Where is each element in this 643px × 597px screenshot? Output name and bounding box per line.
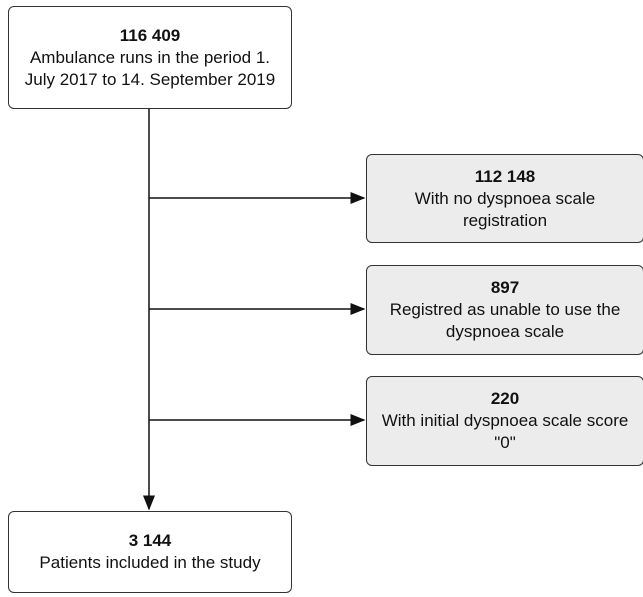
- node-label: With initial dyspnoea scale score "0": [381, 411, 629, 452]
- node-box: 112 148 With no dyspnoea scale registrat…: [366, 154, 643, 243]
- node-box: 220 With initial dyspnoea scale score "0…: [366, 376, 643, 466]
- node-count: 116 409: [119, 25, 181, 45]
- node-box: 3 144 Patients included in the study: [8, 511, 292, 593]
- node-label: With no dyspnoea scale registration: [414, 188, 596, 230]
- node-label: Ambulance runs in the period 1. July 201…: [24, 47, 276, 89]
- node-count: 897: [490, 278, 520, 297]
- node-count: 112 148: [474, 166, 536, 186]
- node-count: 220: [490, 389, 520, 408]
- node-label: Patients included in the study: [39, 553, 261, 572]
- node-label: Registred as unable to use the dyspnoea …: [389, 300, 621, 341]
- node-box: 116 409 Ambulance runs in the period 1. …: [8, 6, 292, 109]
- node-box: 897 Registred as unable to use the dyspn…: [366, 265, 643, 355]
- node-count: 3 144: [128, 531, 172, 550]
